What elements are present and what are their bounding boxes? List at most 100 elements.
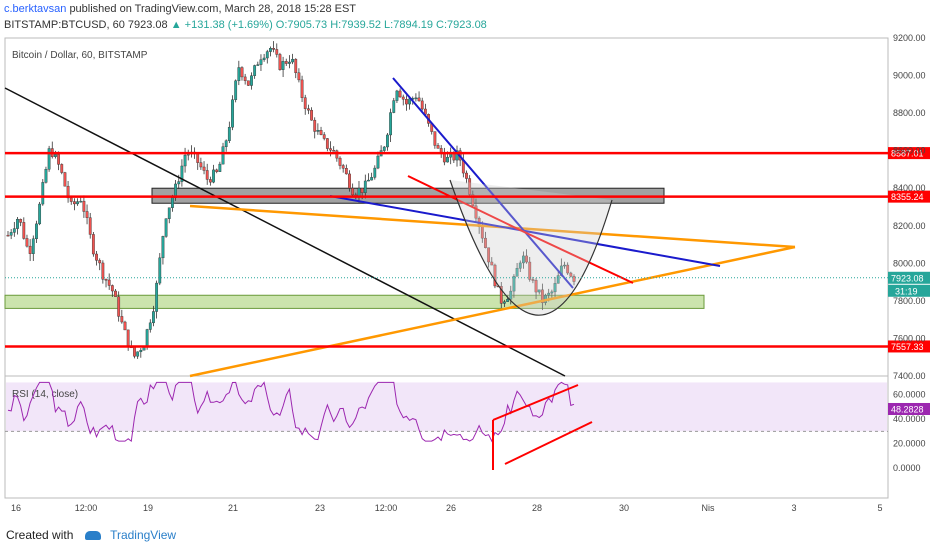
candle	[152, 305, 155, 327]
candle-body	[136, 351, 140, 357]
candle	[373, 165, 377, 180]
red-trendline	[407, 175, 634, 284]
last-price: 7923.08	[127, 19, 168, 31]
candle	[414, 93, 418, 102]
time-tick-label: 5	[877, 503, 882, 513]
price-tick-label: 7800.00	[893, 296, 926, 306]
candle-body	[531, 279, 535, 281]
candle	[180, 159, 184, 187]
candle	[471, 190, 475, 208]
candle-body	[240, 67, 244, 78]
blue-trendline-upper	[392, 77, 574, 289]
candle-body	[269, 48, 272, 52]
tradingview-logo-icon	[84, 531, 101, 541]
candle	[237, 60, 241, 86]
candle-body	[313, 119, 317, 132]
candle	[341, 163, 345, 173]
candle	[325, 138, 329, 152]
candle-body	[506, 299, 509, 302]
candle-body	[386, 134, 389, 148]
candle-body	[446, 156, 449, 163]
candle	[338, 156, 342, 170]
candle	[379, 145, 383, 157]
countdown-tag	[888, 284, 930, 297]
symbol-info: BITSTAMP:BTCUSD, 60 7923.08 ▲ +131.38 (+…	[4, 19, 487, 31]
candle-body	[465, 172, 468, 179]
candle-body	[547, 292, 551, 296]
time-tick-label: 12:00	[375, 503, 398, 513]
candle-body	[158, 257, 162, 284]
candle	[95, 251, 98, 266]
candle	[386, 133, 389, 151]
candle	[253, 64, 257, 79]
tradingview-brand[interactable]: TradingView	[110, 528, 177, 542]
candle-body	[284, 61, 288, 64]
candle-body	[44, 169, 48, 183]
candle-body	[395, 90, 399, 101]
rsi-line	[7, 381, 575, 443]
candle	[196, 152, 200, 170]
candle-body	[569, 272, 573, 277]
candle	[563, 261, 566, 269]
candle	[25, 234, 29, 248]
candle-body	[373, 167, 377, 178]
candle-body	[370, 177, 374, 181]
candle	[281, 56, 285, 78]
candle	[398, 88, 402, 98]
candle-body	[107, 279, 111, 286]
candle-body	[363, 180, 367, 193]
candle-body	[250, 75, 253, 86]
candle	[224, 139, 228, 152]
candle	[275, 43, 279, 58]
candle-body	[215, 169, 219, 172]
candle	[395, 89, 399, 104]
candle-body	[110, 285, 114, 292]
candle	[120, 309, 124, 324]
time-tick-label: 19	[143, 503, 153, 513]
candle	[553, 277, 557, 298]
candle-body	[348, 173, 351, 189]
publish-info: c.berktavsan published on TradingView.co…	[4, 3, 356, 15]
candle	[525, 249, 528, 264]
candle-body	[231, 99, 234, 128]
published-text: published on TradingView.com, March 28, …	[69, 3, 357, 15]
candle	[493, 263, 497, 289]
candle	[114, 289, 117, 297]
candle	[158, 253, 162, 286]
candle-body	[344, 168, 348, 175]
author-link[interactable]: c.berktavsan	[4, 3, 67, 15]
candle-body	[490, 261, 494, 266]
candle	[227, 121, 231, 144]
candle	[288, 55, 291, 69]
candle-body	[335, 150, 339, 159]
candle-body	[566, 264, 570, 274]
candle-body	[291, 58, 294, 63]
candle	[515, 262, 519, 277]
candle	[73, 198, 76, 211]
candle-body	[499, 286, 503, 304]
candle-body	[262, 57, 266, 60]
candle	[231, 95, 234, 131]
candle	[474, 198, 478, 223]
rsi-value-tag	[888, 402, 930, 415]
candle-body	[167, 207, 171, 219]
candle-body	[31, 238, 35, 254]
candle	[107, 273, 111, 290]
candle-body	[392, 100, 396, 113]
candle-body	[180, 165, 184, 182]
level-tag-1	[888, 190, 930, 203]
candle-body	[57, 154, 60, 165]
candle	[16, 217, 19, 235]
candle-body	[525, 255, 528, 263]
candle-body	[208, 179, 212, 183]
candle-body	[237, 67, 241, 82]
candle	[487, 247, 491, 268]
candle	[291, 53, 294, 65]
candle	[202, 161, 206, 175]
candle	[6, 230, 10, 237]
candle-body	[152, 311, 155, 324]
candle	[199, 157, 203, 170]
candle-body	[114, 290, 117, 297]
candle-body	[25, 238, 29, 247]
